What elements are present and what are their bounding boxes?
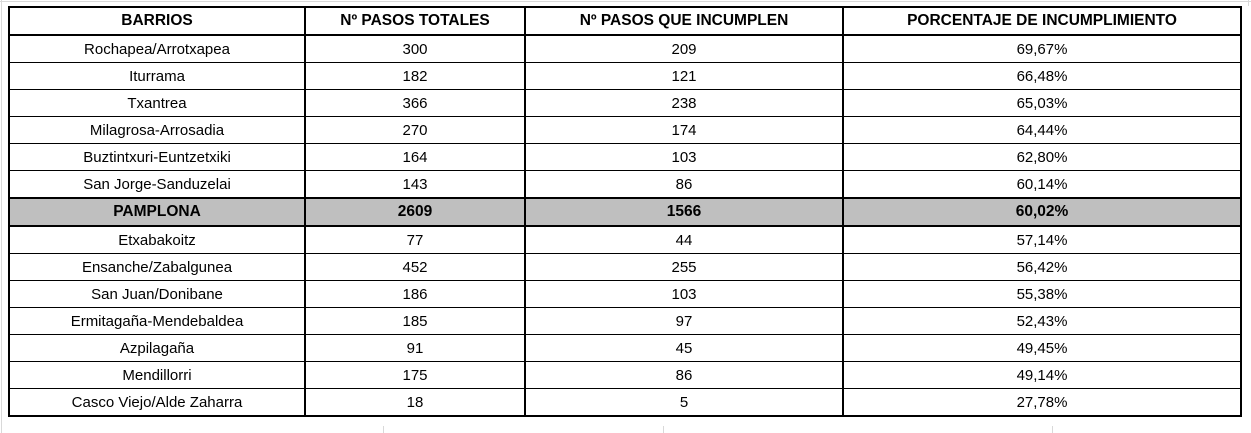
cell-barrio: San Juan/Donibane bbox=[8, 280, 306, 308]
sheet-gridline-bottom-stub bbox=[383, 426, 384, 433]
column-header: PORCENTAJE DE INCUMPLIMIENTO bbox=[842, 6, 1242, 36]
cell-pasos-incumplen: 86 bbox=[524, 361, 844, 389]
table-row: Ensanche/Zabalgunea 452 255 56,42% bbox=[8, 253, 1242, 281]
sheet-gridline-top bbox=[0, 1, 1251, 2]
cell-porcentaje: 64,44% bbox=[842, 116, 1242, 144]
cell-pasos-totales: 91 bbox=[304, 334, 526, 362]
sheet-gridline-right-stub bbox=[1248, 0, 1249, 6]
cell-pasos-totales: 182 bbox=[304, 62, 526, 90]
cell-pasos-totales: 300 bbox=[304, 34, 526, 63]
cell-barrio: Iturrama bbox=[8, 62, 306, 90]
cell-barrio: Casco Viejo/Alde Zaharra bbox=[8, 388, 306, 417]
header-row: BARRIOS Nº PASOS TOTALES Nº PASOS QUE INCU… bbox=[8, 6, 1242, 36]
cell-porcentaje: 52,43% bbox=[842, 307, 1242, 335]
sheet-gridline-left bbox=[1, 0, 2, 433]
table-row: Ermitagaña-Mendebaldea 185 97 52,43% bbox=[8, 307, 1242, 335]
cell-porcentaje: 57,14% bbox=[842, 225, 1242, 254]
sheet-gridline-bottom-stub bbox=[1052, 426, 1053, 433]
cell-pasos-incumplen: 103 bbox=[524, 143, 844, 171]
cell-pasos-incumplen: 121 bbox=[524, 62, 844, 90]
cell-pasos-incumplen: 5 bbox=[524, 388, 844, 417]
cell-pasos-totales: 143 bbox=[304, 170, 526, 199]
cell-pasos-incumplen: 1566 bbox=[524, 197, 844, 227]
cell-barrio: Txantrea bbox=[8, 89, 306, 117]
table-row: Mendillorri 175 86 49,14% bbox=[8, 361, 1242, 389]
cell-pasos-totales: 164 bbox=[304, 143, 526, 171]
column-header: Nº PASOS TOTALES bbox=[304, 6, 526, 36]
cell-porcentaje: 49,45% bbox=[842, 334, 1242, 362]
table-row: Azpilagaña 91 45 49,45% bbox=[8, 334, 1242, 362]
cell-barrio: Buztintxuri-Euntzetxiki bbox=[8, 143, 306, 171]
table-row: San Juan/Donibane 186 103 55,38% bbox=[8, 280, 1242, 308]
table-row: Casco Viejo/Alde Zaharra 18 5 27,78% bbox=[8, 388, 1242, 417]
cell-pasos-incumplen: 209 bbox=[524, 34, 844, 63]
cell-barrio: San Jorge-Sanduzelai bbox=[8, 170, 306, 199]
cell-pasos-incumplen: 86 bbox=[524, 170, 844, 199]
table-row: Etxabakoitz 77 44 57,14% bbox=[8, 225, 1242, 254]
cell-barrio: Azpilagaña bbox=[8, 334, 306, 362]
cell-pasos-totales: 175 bbox=[304, 361, 526, 389]
cell-pasos-incumplen: 174 bbox=[524, 116, 844, 144]
cell-pasos-incumplen: 238 bbox=[524, 89, 844, 117]
cell-pasos-totales: 366 bbox=[304, 89, 526, 117]
cell-porcentaje: 49,14% bbox=[842, 361, 1242, 389]
table-row: Rochapea/Arrotxapea 300 209 69,67% bbox=[8, 34, 1242, 63]
cell-pasos-totales: 186 bbox=[304, 280, 526, 308]
cell-pasos-totales: 185 bbox=[304, 307, 526, 335]
table-row: Txantrea 366 238 65,03% bbox=[8, 89, 1242, 117]
incumplimiento-table: BARRIOS Nº PASOS TOTALES Nº PASOS QUE INCU… bbox=[8, 6, 1242, 417]
table-row: Milagrosa-Arrosadia 270 174 64,44% bbox=[8, 116, 1242, 144]
table-row: Iturrama 182 121 66,48% bbox=[8, 62, 1242, 90]
table-row: San Jorge-Sanduzelai 143 86 60,14% bbox=[8, 170, 1242, 199]
cell-porcentaje: 55,38% bbox=[842, 280, 1242, 308]
cell-porcentaje: 27,78% bbox=[842, 388, 1242, 417]
cell-pasos-incumplen: 44 bbox=[524, 225, 844, 254]
cell-porcentaje: 65,03% bbox=[842, 89, 1242, 117]
cell-pasos-incumplen: 255 bbox=[524, 253, 844, 281]
cell-porcentaje: 69,67% bbox=[842, 34, 1242, 63]
cell-barrio: Etxabakoitz bbox=[8, 225, 306, 254]
cell-porcentaje: 60,02% bbox=[842, 197, 1242, 227]
cell-porcentaje: 66,48% bbox=[842, 62, 1242, 90]
cell-barrio: Rochapea/Arrotxapea bbox=[8, 34, 306, 63]
summary-row: PAMPLONA 2609 1566 60,02% bbox=[8, 197, 1242, 227]
cell-barrio: Ermitagaña-Mendebaldea bbox=[8, 307, 306, 335]
cell-porcentaje: 60,14% bbox=[842, 170, 1242, 199]
cell-pasos-totales: 77 bbox=[304, 225, 526, 254]
cell-pasos-incumplen: 97 bbox=[524, 307, 844, 335]
cell-barrio: Ensanche/Zabalgunea bbox=[8, 253, 306, 281]
cell-barrio: Milagrosa-Arrosadia bbox=[8, 116, 306, 144]
table-body: Rochapea/Arrotxapea 300 209 69,67% Iturrama 1… bbox=[8, 34, 1242, 417]
cell-pasos-totales: 2609 bbox=[304, 197, 526, 227]
cell-porcentaje: 56,42% bbox=[842, 253, 1242, 281]
column-header: Nº PASOS QUE INCUMPLEN bbox=[524, 6, 844, 36]
table-row: Buztintxuri-Euntzetxiki 164 103 62,80% bbox=[8, 143, 1242, 171]
cell-pasos-incumplen: 45 bbox=[524, 334, 844, 362]
cell-barrio: PAMPLONA bbox=[8, 197, 306, 227]
sheet-gridline-bottom-stub bbox=[663, 426, 664, 433]
cell-porcentaje: 62,80% bbox=[842, 143, 1242, 171]
cell-pasos-totales: 18 bbox=[304, 388, 526, 417]
column-header: BARRIOS bbox=[8, 6, 306, 36]
cell-pasos-totales: 270 bbox=[304, 116, 526, 144]
cell-pasos-incumplen: 103 bbox=[524, 280, 844, 308]
cell-pasos-totales: 452 bbox=[304, 253, 526, 281]
cell-barrio: Mendillorri bbox=[8, 361, 306, 389]
